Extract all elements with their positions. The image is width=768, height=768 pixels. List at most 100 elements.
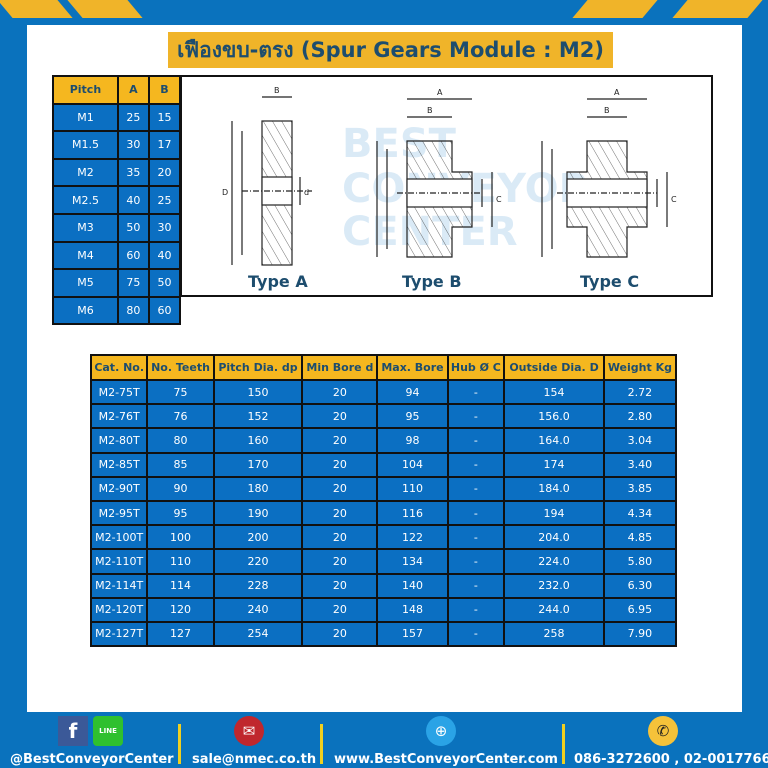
table-cell: 220 — [212, 548, 304, 575]
table-cell: 90 — [146, 475, 215, 502]
table-cell: 3.85 — [602, 475, 678, 502]
line-icon[interactable]: LINE — [93, 716, 123, 746]
table-cell: 40 — [116, 185, 150, 215]
table-cell: 3.40 — [602, 451, 678, 478]
table-cell: 224.0 — [503, 548, 605, 575]
table-cell: - — [446, 427, 506, 454]
website-link[interactable]: www.BestConveyorCenter.com — [334, 752, 558, 767]
table-cell: 254 — [212, 620, 304, 648]
pitch-table: Pitch A B M1 25 15 M1.5 30 17 M2 35 20 M2.5 40 25 M3 50 3… — [52, 75, 182, 326]
table-cell: 95 — [376, 403, 449, 430]
type-a-drawing — [231, 96, 312, 266]
pitch-row: M1.5 30 17 — [52, 130, 182, 160]
type-a-label: Type A — [248, 272, 308, 291]
gear-diagrams: BESTCONVEYORCENTER B D d A B C A B C Typ… — [180, 75, 713, 297]
table-cell: 157 — [376, 620, 449, 648]
column-header: Pitch — [52, 75, 119, 105]
table-cell: 25 — [116, 102, 150, 133]
table-row: M2-100T 100 200 20 122-204.0 4.85 — [89, 524, 678, 551]
table-cell: - — [446, 572, 506, 599]
table-cell: 25 — [147, 185, 182, 215]
table-cell: 17 — [147, 130, 182, 160]
table-cell: 140 — [376, 572, 449, 599]
table-cell: 258 — [503, 620, 605, 648]
table-cell: 60 — [116, 240, 150, 271]
table-cell: 6.95 — [602, 596, 678, 623]
table-cell: 184.0 — [503, 475, 605, 502]
phone-numbers[interactable]: 086-3272600 , 02-0017766 — [574, 752, 768, 767]
table-cell: 85 — [146, 451, 215, 478]
column-header: No. Teeth — [146, 354, 215, 381]
table-cell: 127 — [146, 620, 215, 648]
table-cell: 174 — [503, 451, 605, 478]
label-b: B — [274, 86, 280, 95]
table-cell: 20 — [301, 378, 379, 406]
label-a: A — [437, 88, 443, 97]
table-cell: 160 — [212, 427, 304, 454]
table-row: M2-120T 120 240 20 148-244.0 6.95 — [89, 596, 678, 623]
table-cell: 134 — [376, 548, 449, 575]
table-cell: 110 — [146, 548, 215, 575]
pitch-row: M6 80 60 — [52, 295, 182, 326]
table-cell: M2-120T — [89, 596, 149, 623]
table-cell: 30 — [116, 130, 150, 160]
table-cell: M1.5 — [52, 130, 119, 160]
table-cell: M2.5 — [52, 185, 119, 215]
column-header: A — [116, 75, 150, 105]
table-cell: 15 — [147, 102, 182, 133]
table-cell: - — [446, 451, 506, 478]
table-cell: 200 — [212, 524, 304, 551]
table-cell: 240 — [212, 596, 304, 623]
table-cell: 7.90 — [602, 620, 678, 648]
table-cell: 148 — [376, 596, 449, 623]
column-header: Outside Dia. D — [503, 354, 605, 381]
column-header: B — [147, 75, 182, 105]
pitch-row: M1 25 15 — [52, 102, 182, 133]
table-row: M2-114T 114 228 20 140-232.0 6.30 — [89, 572, 678, 599]
column-header: Cat. No. — [89, 354, 149, 381]
table-cell: 80 — [146, 427, 215, 454]
table-cell: 3.04 — [602, 427, 678, 454]
table-cell: 20 — [301, 596, 379, 623]
table-cell: 98 — [376, 427, 449, 454]
type-b-label: Type B — [402, 272, 462, 291]
table-cell: 20 — [147, 157, 182, 188]
table-cell: 94 — [376, 378, 449, 406]
table-cell: 20 — [301, 475, 379, 502]
table-cell: M1 — [52, 102, 119, 133]
type-c-drawing — [541, 98, 668, 258]
table-cell: M2-95T — [89, 499, 149, 527]
table-cell: 20 — [301, 620, 379, 648]
table-row: M2-90T 90 180 20 110-184.0 3.85 — [89, 475, 678, 502]
column-header: Pitch Dia. dp — [212, 354, 304, 381]
table-cell: - — [446, 596, 506, 623]
label-b: B — [427, 106, 433, 115]
table-cell: 228 — [212, 572, 304, 599]
table-cell: 244.0 — [503, 596, 605, 623]
table-cell: 116 — [376, 499, 449, 527]
table-cell: 20 — [301, 499, 379, 527]
column-header: Hub Ø C — [446, 354, 506, 381]
table-cell: 20 — [301, 572, 379, 599]
table-cell: 20 — [301, 403, 379, 430]
table-cell: 232.0 — [503, 572, 605, 599]
table-cell: 104 — [376, 451, 449, 478]
label-D: D — [222, 188, 228, 197]
table-cell: M2-76T — [89, 403, 149, 430]
table-cell: M2-75T — [89, 378, 149, 406]
table-row: M2-95T 95 190 20 116-194 4.34 — [89, 499, 678, 527]
table-cell: - — [446, 548, 506, 575]
label-b: B — [604, 106, 610, 115]
social-handle[interactable]: @BestConveyorCenter — [10, 752, 174, 767]
table-cell: 35 — [116, 157, 150, 188]
table-cell: 76 — [146, 403, 215, 430]
globe-icon: ⊕ — [426, 716, 456, 746]
table-cell: 95 — [146, 499, 215, 527]
pitch-row: M4 60 40 — [52, 240, 182, 271]
table-cell: - — [446, 620, 506, 648]
facebook-icon[interactable]: f — [58, 716, 88, 746]
table-cell: 4.34 — [602, 499, 678, 527]
table-cell: 154 — [503, 378, 605, 406]
table-cell: 150 — [212, 378, 304, 406]
email-link[interactable]: sale@nmec.co.th — [192, 752, 317, 767]
